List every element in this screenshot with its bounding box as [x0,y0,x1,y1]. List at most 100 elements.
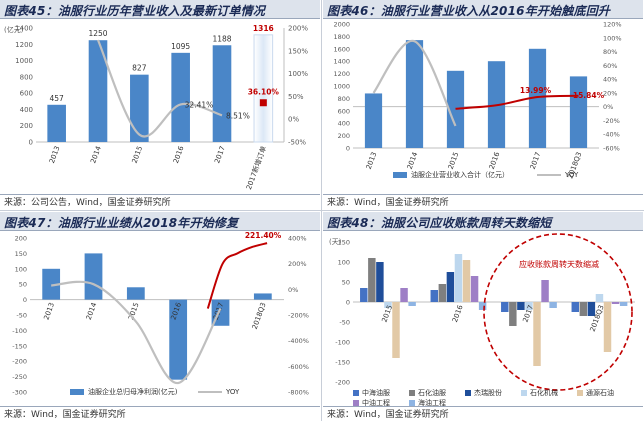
bar-海油工程-2016 [478,302,487,310]
left-tick-label: 600 [20,90,33,98]
panel-48-source: 来源：Wind，国金证券研究所 [327,410,449,420]
panel-48-title: 图表48：油服公司应收账款周转天数缩短 [327,216,552,230]
bar-2013 [42,268,61,300]
bar-value-label: 1188 [212,34,231,43]
bar-2013 [47,104,66,142]
left-tick-label: 100 [15,265,27,273]
x-tick-label: 2017新增订单 [244,145,268,191]
chart-46-svg: 0 200 400 600 800 1000 1200 1400 1600 1800 2000 -60… [333,21,622,180]
right-tick-label: -50% [288,139,306,147]
legend-label-line: YOY [225,388,240,396]
bar-2014 [88,40,108,142]
right-tick-label: 60% [603,62,617,70]
x-tick-label: 2013 [48,145,62,164]
legend-label: 杰瑞股份 [474,388,502,397]
group-label: 2016 [451,303,465,323]
bar-石化油服-2016 [438,284,447,302]
yoy-line-gray [372,40,457,127]
horizontal-divider [0,210,644,211]
right-tick-label: -600% [288,363,309,371]
right-tick-label: 100% [603,34,622,42]
chart-47-svg: -300 -250 -200 -150 -100 -50 0 50 100 150 200 -800%… [12,231,309,397]
right-tick-label: 200% [288,25,308,33]
bar-value-label: 457 [50,94,65,103]
bar-石化油服-2018Q3 [579,302,588,316]
left-tick-label: 200 [20,122,33,130]
left-axis-unit: (亿元) [4,25,24,34]
panel-45: 图表45：油服行业历年营业收入及最新订单情况 (亿元) 0 200 400 600 800… [0,0,320,210]
legend-label: 通源石油 [586,388,614,397]
left-tick-label: -50 [16,312,27,320]
x-tick-label: 2014 [85,301,99,321]
growth-line [96,39,223,138]
legend-swatch [577,390,583,396]
right-tick-label: 100% [288,70,308,78]
legend-label-bar: 油服企业总归母净利润(亿元) [88,387,178,396]
left-tick-label: 0 [346,145,350,153]
panel-45-source: 来源：公司公告，Wind，国金证券研究所 [4,198,171,208]
legend-label-bar: 油服企业营业收入合计（亿元） [411,170,509,179]
bar-石化机械-2015 [384,302,392,308]
bar-2017 [212,45,232,142]
panel-46-source: 来源：Wind，国金证券研究所 [327,198,449,208]
tick-label: 100 [338,259,350,267]
legend-swatch-bar [70,389,84,395]
left-tick-label: 150 [15,250,27,258]
x-tick-label: 2013 [42,302,56,321]
panel-47-header: 图表47：油服行业业绩从2018年开始修复 [0,212,320,231]
bar-中油工程-2016 [470,276,479,302]
panel-46-source-line [323,194,643,195]
legend-label-line: YOY [564,171,579,179]
panel-46: 图表46：油服行业营业收入从2016年开始触底回升 0 200 400 600 800 1… [323,0,643,210]
right-tick-label: 40% [603,76,617,84]
right-tick-label: 0% [288,286,298,294]
x-tick-label: 2015 [447,151,461,170]
left-tick-label: -250 [12,373,27,381]
bar-石化油服-2015 [368,258,376,302]
panel-46-title: 图表46：油服行业营业收入从2016年开始触底回升 [327,4,611,18]
left-tick-label: 600 [338,107,350,115]
bar-石化机械-2018Q3 [595,294,604,302]
panel-47-source: 来源：Wind，国金证券研究所 [4,410,126,420]
right-tick-label: 20% [603,89,617,97]
axis-unit: (天) [329,238,342,246]
bar-2015 [126,287,145,300]
panel-48-header: 图表48：油服公司应收账款周转天数缩短 [323,212,643,231]
bar-2015 [446,70,465,148]
legend-swatch [353,390,359,396]
growth-label: 32.41% [185,100,214,109]
bar-中海油服-2017 [501,302,509,312]
x-tick-label: 2015 [131,145,145,164]
right-tick-label: 0% [603,103,613,111]
bar-2018Q3 [253,293,272,300]
panel-48-source-line [323,406,643,407]
right-tick-label: -60% [603,145,620,153]
ellipse-annotation: 应收账款周转天数缩减 [519,259,599,269]
bar-石化机械-2017 [525,302,533,310]
left-tick-label: -300 [12,389,27,397]
x-tick-label: 2014 [406,150,420,170]
legend-swatch [409,390,415,396]
bar-2014 [84,253,103,300]
panel-47: 图表47：油服行业业绩从2018年开始修复 -300 -250 -200 -150 -1… [0,212,320,422]
bar-杰瑞股份-2018Q3 [587,302,596,316]
bar-海油工程-2018Q3 [619,302,628,306]
yoy-line-gray [51,280,222,385]
left-tick-label: 1400 [15,25,33,33]
right-tick-label: -800% [288,389,309,397]
legend-label: 石化机械 [530,388,558,397]
tick-label: -100 [335,339,350,347]
bar-2018Q3 [569,76,588,148]
x-tick-label: 2016 [488,150,502,170]
growth-label: 8.51% [226,111,250,120]
bar-中油工程-2015 [400,288,408,302]
left-tick-label: 1800 [333,33,350,41]
left-tick-label: 1600 [333,45,350,53]
bar-2017新增订单 [253,34,274,143]
left-tick-label: 1200 [15,41,33,49]
right-tick-label: 0% [288,116,299,124]
left-tick-label: 400 [20,106,33,114]
bar-海油工程-2015 [408,302,416,306]
tick-label: 50 [342,279,350,287]
